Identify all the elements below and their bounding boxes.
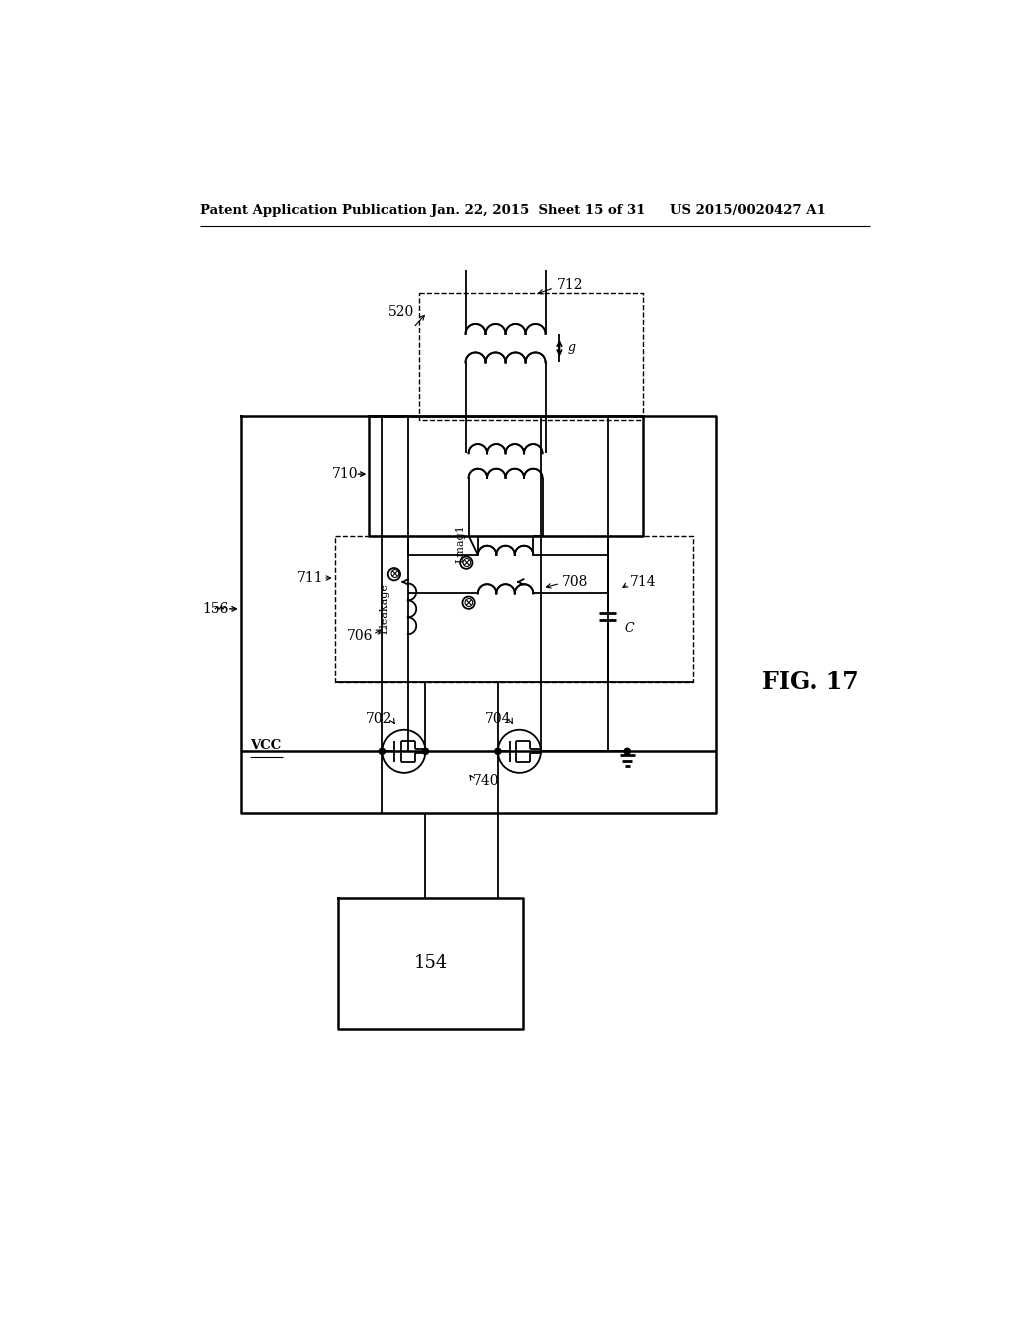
Text: 706: 706 bbox=[347, 628, 373, 643]
Text: 708: 708 bbox=[562, 576, 588, 589]
Circle shape bbox=[422, 748, 429, 755]
Text: g: g bbox=[567, 342, 575, 354]
Text: 154: 154 bbox=[414, 954, 447, 972]
Text: 714: 714 bbox=[630, 576, 656, 589]
Text: ⊗: ⊗ bbox=[388, 568, 399, 581]
Text: 712: 712 bbox=[557, 279, 584, 293]
Circle shape bbox=[495, 748, 501, 755]
Text: 156: 156 bbox=[203, 602, 229, 616]
Circle shape bbox=[379, 748, 385, 755]
Text: 520: 520 bbox=[388, 305, 414, 319]
Text: FIG. 17: FIG. 17 bbox=[762, 671, 859, 694]
Text: 710: 710 bbox=[332, 467, 358, 480]
Text: Lmag1: Lmag1 bbox=[456, 524, 466, 562]
Text: 702: 702 bbox=[366, 711, 392, 726]
Text: Lleakage: Lleakage bbox=[380, 583, 390, 635]
Text: 704: 704 bbox=[485, 711, 512, 726]
Text: ⊗: ⊗ bbox=[463, 595, 474, 610]
Text: C: C bbox=[625, 622, 635, 635]
Text: 711: 711 bbox=[296, 572, 323, 585]
Text: VCC: VCC bbox=[250, 739, 282, 751]
Circle shape bbox=[625, 748, 631, 755]
Text: Jan. 22, 2015  Sheet 15 of 31: Jan. 22, 2015 Sheet 15 of 31 bbox=[431, 205, 645, 218]
Text: US 2015/0020427 A1: US 2015/0020427 A1 bbox=[670, 205, 825, 218]
Text: Patent Application Publication: Patent Application Publication bbox=[200, 205, 427, 218]
Text: 740: 740 bbox=[473, 774, 500, 788]
Text: ⊗: ⊗ bbox=[461, 556, 472, 570]
